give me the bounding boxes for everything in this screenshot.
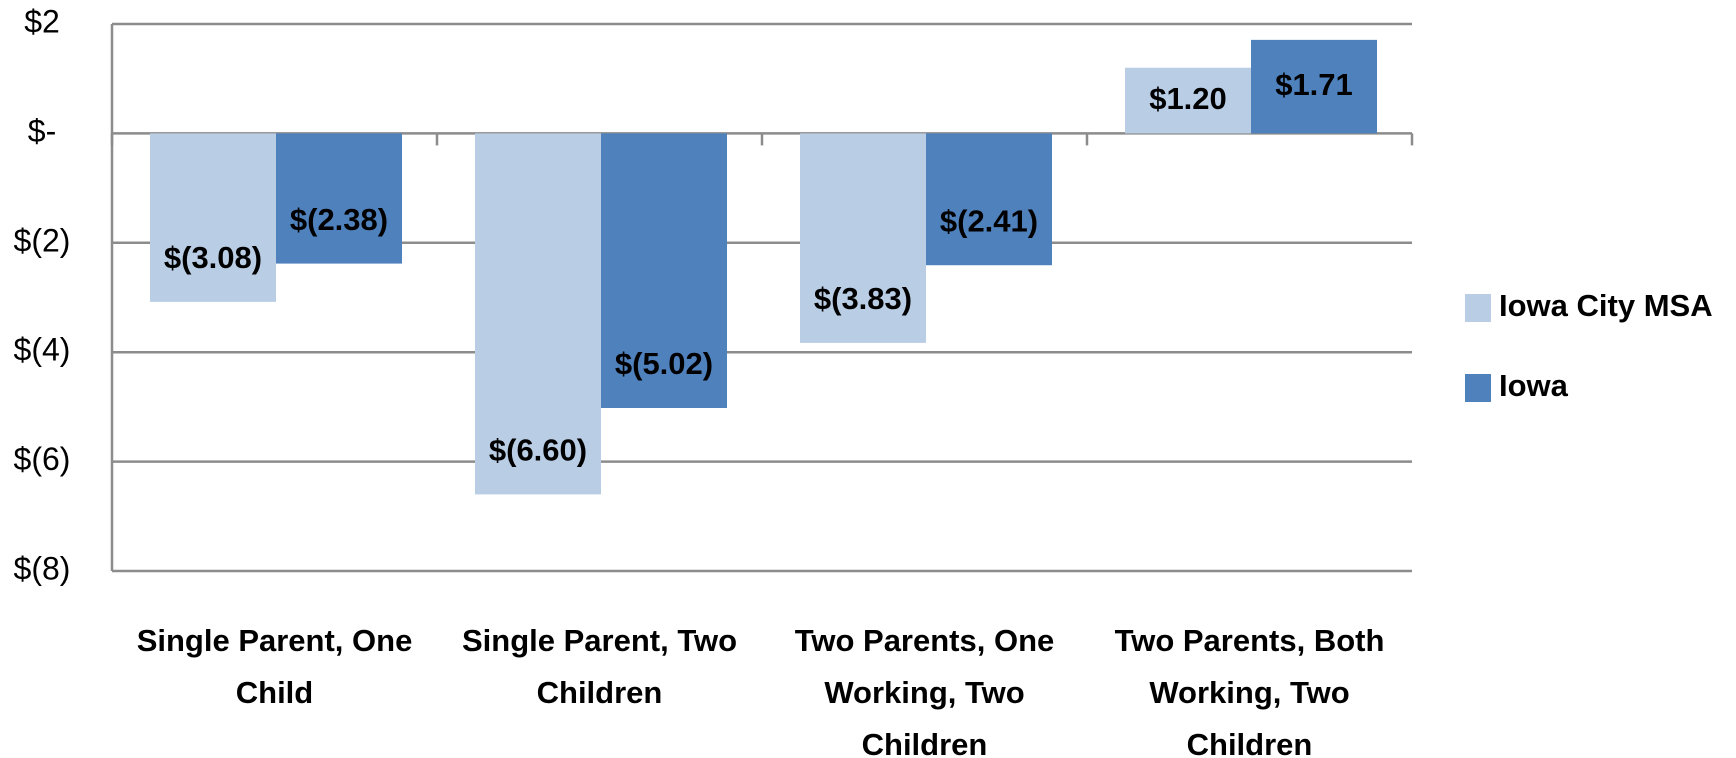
x-tick-label: Two Parents, One Working, Two Children	[794, 623, 1055, 758]
data-label: $(2.41)	[940, 203, 1038, 238]
data-label: $(6.60)	[489, 433, 587, 468]
x-tick-label: Single Parent, One Child	[136, 623, 413, 710]
bar	[1125, 67, 1251, 134]
bar	[150, 133, 276, 302]
x-tick-label: Single Parent, Two Children	[461, 623, 738, 710]
data-label: $1.20	[1149, 81, 1227, 116]
bar	[1251, 39, 1377, 134]
data-label: $(5.02)	[615, 346, 713, 381]
y-tick-label: $(4)	[14, 332, 71, 368]
y-tick-label: $-	[28, 113, 56, 149]
bar	[475, 133, 601, 495]
data-label: $1.71	[1275, 67, 1353, 102]
bar	[926, 133, 1052, 266]
legend-swatch	[1465, 294, 1491, 322]
data-label: $(3.08)	[164, 240, 262, 275]
legend-swatch	[1465, 374, 1491, 402]
legend-label: Iowa	[1499, 368, 1569, 403]
bar	[601, 133, 727, 408]
x-tick-label: Two Parents, Both Working, Two Children	[1114, 623, 1385, 758]
y-tick-label: $(2)	[14, 222, 71, 258]
y-tick-label: $(6)	[14, 441, 71, 477]
y-tick-label: $(8)	[14, 550, 71, 586]
legend-label: Iowa City MSA	[1499, 288, 1713, 323]
data-label: $(2.38)	[290, 202, 388, 237]
data-label: $(3.83)	[814, 281, 912, 316]
y-tick-label: $2	[24, 3, 60, 39]
bar	[276, 133, 402, 264]
bar	[800, 133, 926, 343]
